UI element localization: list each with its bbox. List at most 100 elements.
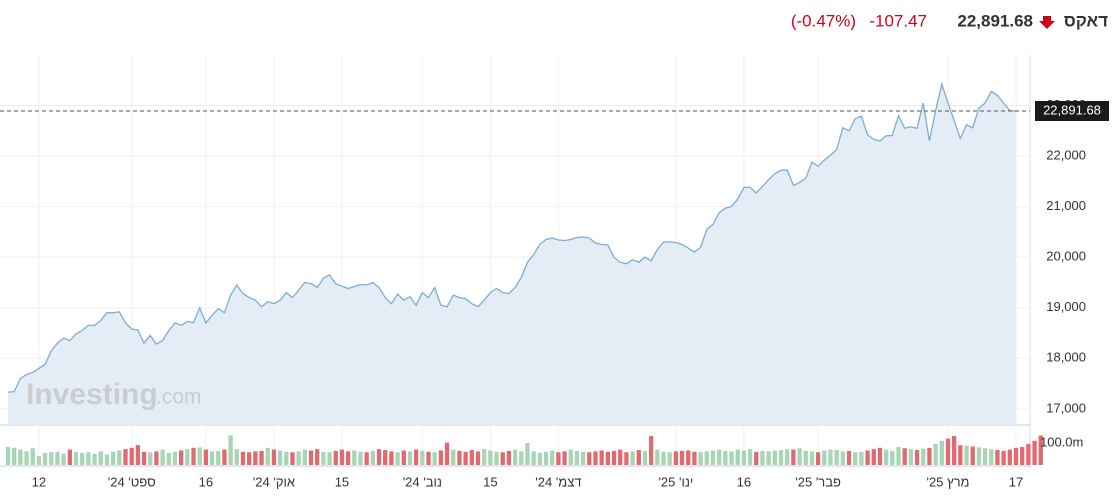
volume-bar	[933, 443, 938, 465]
volume-bar	[896, 446, 901, 465]
volume-bar	[302, 449, 307, 465]
volume-bar	[110, 451, 116, 465]
volume-bar	[160, 449, 165, 465]
volume-bar	[216, 450, 221, 465]
watermark-suffix: .com	[156, 386, 202, 409]
volume-bar	[24, 451, 29, 465]
volume-bar	[92, 454, 97, 465]
volume-bar	[710, 450, 716, 465]
volume-bar	[284, 451, 289, 465]
volume-bar	[976, 447, 982, 465]
volume-bar	[488, 450, 493, 465]
price-line	[7, 81, 1017, 393]
volume-bar	[673, 451, 679, 465]
volume-bar	[364, 452, 369, 465]
volume-bar	[228, 435, 233, 465]
volume-bar	[1001, 450, 1006, 465]
volume-bar	[308, 450, 314, 465]
volume-bar	[958, 445, 963, 465]
y-tick-label: 21,000	[1046, 198, 1086, 213]
price-change: -107.47	[869, 11, 927, 30]
volume-bar	[760, 450, 765, 465]
volume-bar	[444, 442, 450, 465]
volume-bar	[469, 450, 474, 465]
volume-bar	[791, 449, 796, 465]
x-tick-label: פבר' 25'	[795, 474, 841, 489]
volume-bar	[18, 449, 23, 465]
volume-bar	[741, 450, 747, 465]
volume-bar	[203, 449, 209, 465]
volume-bar	[754, 451, 759, 465]
volume-bar	[970, 446, 975, 465]
volume-bar	[463, 451, 468, 465]
volume-bar	[154, 451, 159, 465]
volume-bar	[525, 443, 530, 465]
volume-bar	[457, 450, 462, 465]
volume-bar	[803, 450, 808, 465]
volume-bar	[271, 449, 277, 465]
x-tick-label: 17	[1009, 474, 1023, 489]
volume-bar	[692, 451, 697, 465]
volume-bar	[636, 450, 641, 465]
volume-bar	[797, 448, 802, 465]
volume-bar	[587, 452, 592, 465]
area-fill	[8, 84, 1016, 426]
x-tick-label: 15	[335, 474, 349, 489]
volume-bar	[785, 449, 790, 465]
volume-bar	[253, 451, 258, 465]
y-tick-label: 17,000	[1046, 400, 1086, 415]
volume-bar	[648, 435, 654, 465]
volume-bar	[61, 453, 66, 465]
volume-bar	[240, 451, 246, 465]
volume-bar	[321, 451, 326, 465]
instrument-name: דאקס	[1064, 11, 1108, 30]
watermark: Investing	[26, 378, 158, 411]
volume-bar	[197, 447, 202, 465]
volume-bar	[73, 451, 79, 465]
volume-bar	[432, 452, 437, 465]
volume-bar	[420, 450, 425, 465]
volume-bar	[859, 451, 864, 465]
volume-bar	[451, 449, 456, 465]
volume-bar	[890, 450, 895, 465]
volume-bar	[989, 449, 994, 465]
volume-bar	[234, 449, 239, 465]
volume-bar	[698, 452, 703, 465]
volume-bar	[939, 440, 944, 465]
volume-bar	[500, 452, 505, 465]
volume-bar	[49, 452, 54, 465]
volume-bar	[185, 449, 190, 465]
volume-bar	[1020, 446, 1025, 465]
volume-bar	[30, 448, 35, 465]
volume-bar	[747, 449, 753, 465]
y-tick-label: 22,000	[1046, 148, 1086, 163]
x-tick-label: 15	[483, 474, 497, 489]
volume-bar	[543, 451, 549, 465]
volume-bar	[599, 450, 604, 465]
volume-bar	[352, 450, 357, 465]
volume-bar	[104, 454, 110, 465]
volume-bar	[611, 450, 617, 465]
volume-bar	[80, 452, 85, 465]
volume-bar	[259, 450, 264, 465]
volume-bar	[296, 451, 301, 465]
volume-bar	[358, 451, 363, 465]
volume-bar	[865, 450, 870, 465]
volume-bar	[871, 449, 876, 465]
volume-bar	[5, 446, 11, 465]
y-tick-label: 18,000	[1046, 350, 1086, 365]
volume-bar	[655, 449, 660, 465]
volume-bar	[834, 450, 839, 465]
volume-bar	[426, 451, 431, 465]
volume-bar	[908, 449, 914, 465]
volume-bar	[605, 451, 611, 465]
last-price-tag-label: 22,891.68	[1043, 102, 1101, 117]
volume-bar	[506, 450, 512, 465]
volume-bar	[191, 447, 196, 465]
volume-bar	[822, 450, 827, 465]
volume-bar	[568, 449, 573, 465]
volume-bar	[766, 451, 771, 465]
volume-bar	[247, 452, 252, 465]
volume-bar	[624, 452, 629, 465]
